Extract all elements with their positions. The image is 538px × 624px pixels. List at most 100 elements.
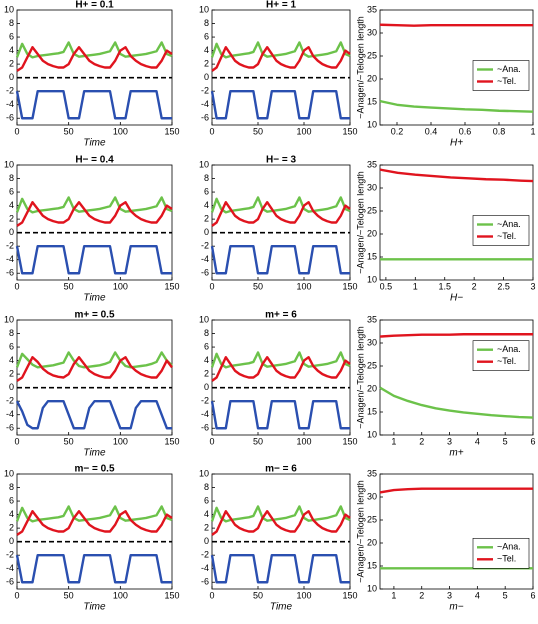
x-tick-label: 0 (209, 590, 214, 600)
y-tick-label: -4 (6, 409, 14, 419)
x-tick-label: 1 (391, 590, 396, 600)
y-tick-label: 8 (204, 18, 209, 28)
y-tick-label: 10 (367, 429, 377, 439)
series-line (379, 386, 534, 419)
y-axis-label: ~Anagen/~Telogen length (355, 480, 365, 583)
y-tick-label: 8 (9, 173, 14, 183)
y-tick-label: 0 (9, 227, 14, 237)
y-tick-label: 2 (204, 368, 209, 378)
y-tick-label: 10 (4, 159, 14, 169)
series-line (15, 399, 172, 430)
axes-box (16, 164, 173, 281)
y-tick-label: 0 (9, 382, 14, 392)
y-tick-label: 10 (199, 314, 209, 324)
series-line (210, 351, 351, 369)
y-tick-label: 4 (9, 509, 14, 519)
y-tick-label: 2 (204, 522, 209, 532)
x-tick-label: 1 (413, 281, 418, 291)
x-axis-label: Time (83, 138, 106, 149)
x-axis-label: m− (449, 602, 463, 613)
y-tick-label: 35 (367, 4, 377, 14)
y-tick-label: -4 (201, 99, 209, 109)
legend-label: ~Tel. (497, 76, 516, 86)
y-tick-label: 20 (367, 383, 377, 393)
series-line (15, 351, 173, 369)
y-tick-label: -6 (6, 423, 14, 433)
y-tick-label: 6 (204, 186, 209, 196)
series-line (379, 23, 533, 27)
y-tick-label: 4 (204, 355, 209, 365)
y-tick-label: 4 (204, 509, 209, 519)
series-line (16, 356, 173, 382)
series-line (211, 46, 351, 72)
x-tick-label: 50 (253, 436, 263, 446)
y-tick-label: 0 (204, 72, 209, 82)
legend-box (472, 215, 530, 246)
y-tick-label: 8 (204, 482, 209, 492)
y-tick-label: 10 (367, 119, 377, 129)
y-tick-label: 25 (367, 514, 377, 524)
x-axis-label: Time (270, 602, 293, 613)
x-tick-label: 50 (64, 590, 74, 600)
legend-label: ~Tel. (497, 554, 516, 564)
x-axis-label: H+ (450, 138, 463, 149)
panel-title: H+ = 1 (266, 0, 296, 11)
x-tick-label: 150 (342, 436, 357, 446)
series-line (379, 99, 534, 113)
x-tick-label: 0 (209, 436, 214, 446)
legend-label: ~Ana. (497, 64, 521, 74)
x-tick-label: 2 (419, 590, 424, 600)
y-tick-label: 6 (204, 495, 209, 505)
x-tick-label: 0 (209, 126, 214, 136)
y-tick-label: 25 (367, 50, 377, 60)
y-tick-label: 2 (204, 213, 209, 223)
x-tick-label: 2 (472, 281, 477, 291)
x-axis-label: Time (83, 293, 106, 304)
x-tick-label: 150 (342, 590, 357, 600)
x-tick-label: 0 (14, 281, 19, 291)
y-tick-label: 0 (9, 536, 14, 546)
series-line (15, 41, 173, 59)
series-line (16, 510, 173, 536)
y-axis-label: ~Anagen/~Telogen length (355, 326, 365, 429)
x-tick-label: 3 (530, 281, 535, 291)
y-tick-label: 6 (204, 341, 209, 351)
legend-label: ~Ana. (497, 344, 521, 354)
axes-box (16, 473, 173, 590)
x-tick-label: 6 (530, 436, 535, 446)
y-tick-label: -4 (201, 409, 209, 419)
series-line (379, 168, 534, 183)
x-tick-label: 0 (14, 436, 19, 446)
y-axis-label: ~Anagen/~Telogen length (355, 16, 365, 119)
axes-box (211, 164, 351, 281)
y-tick-label: 35 (367, 468, 377, 478)
x-tick-label: 0.6 (459, 126, 472, 136)
x-tick-label: 100 (296, 126, 311, 136)
x-tick-label: 0.5 (380, 281, 393, 291)
y-tick-label: 15 (367, 96, 377, 106)
y-tick-label: 10 (199, 159, 209, 169)
y-tick-label: 25 (367, 360, 377, 370)
y-tick-label: -4 (6, 254, 14, 264)
y-tick-label: 10 (4, 4, 14, 14)
y-tick-label: -2 (6, 396, 14, 406)
legend-box (472, 60, 530, 91)
y-tick-label: 10 (199, 4, 209, 14)
y-tick-label: 20 (367, 73, 377, 83)
y-tick-label: -2 (201, 396, 209, 406)
y-tick-label: 6 (9, 186, 14, 196)
x-axis-label: Time (83, 448, 106, 459)
series-line (211, 356, 351, 382)
x-tick-label: 150 (164, 590, 179, 600)
y-tick-label: 0 (204, 382, 209, 392)
x-tick-label: 100 (296, 436, 311, 446)
x-tick-label: 1 (530, 126, 535, 136)
series-line (15, 244, 172, 275)
x-tick-label: 100 (296, 590, 311, 600)
x-tick-label: 150 (164, 126, 179, 136)
x-tick-label: 100 (296, 281, 311, 291)
legend-box (472, 340, 530, 372)
series-line (210, 196, 351, 214)
x-tick-label: 50 (64, 281, 74, 291)
y-tick-label: 8 (9, 482, 14, 492)
